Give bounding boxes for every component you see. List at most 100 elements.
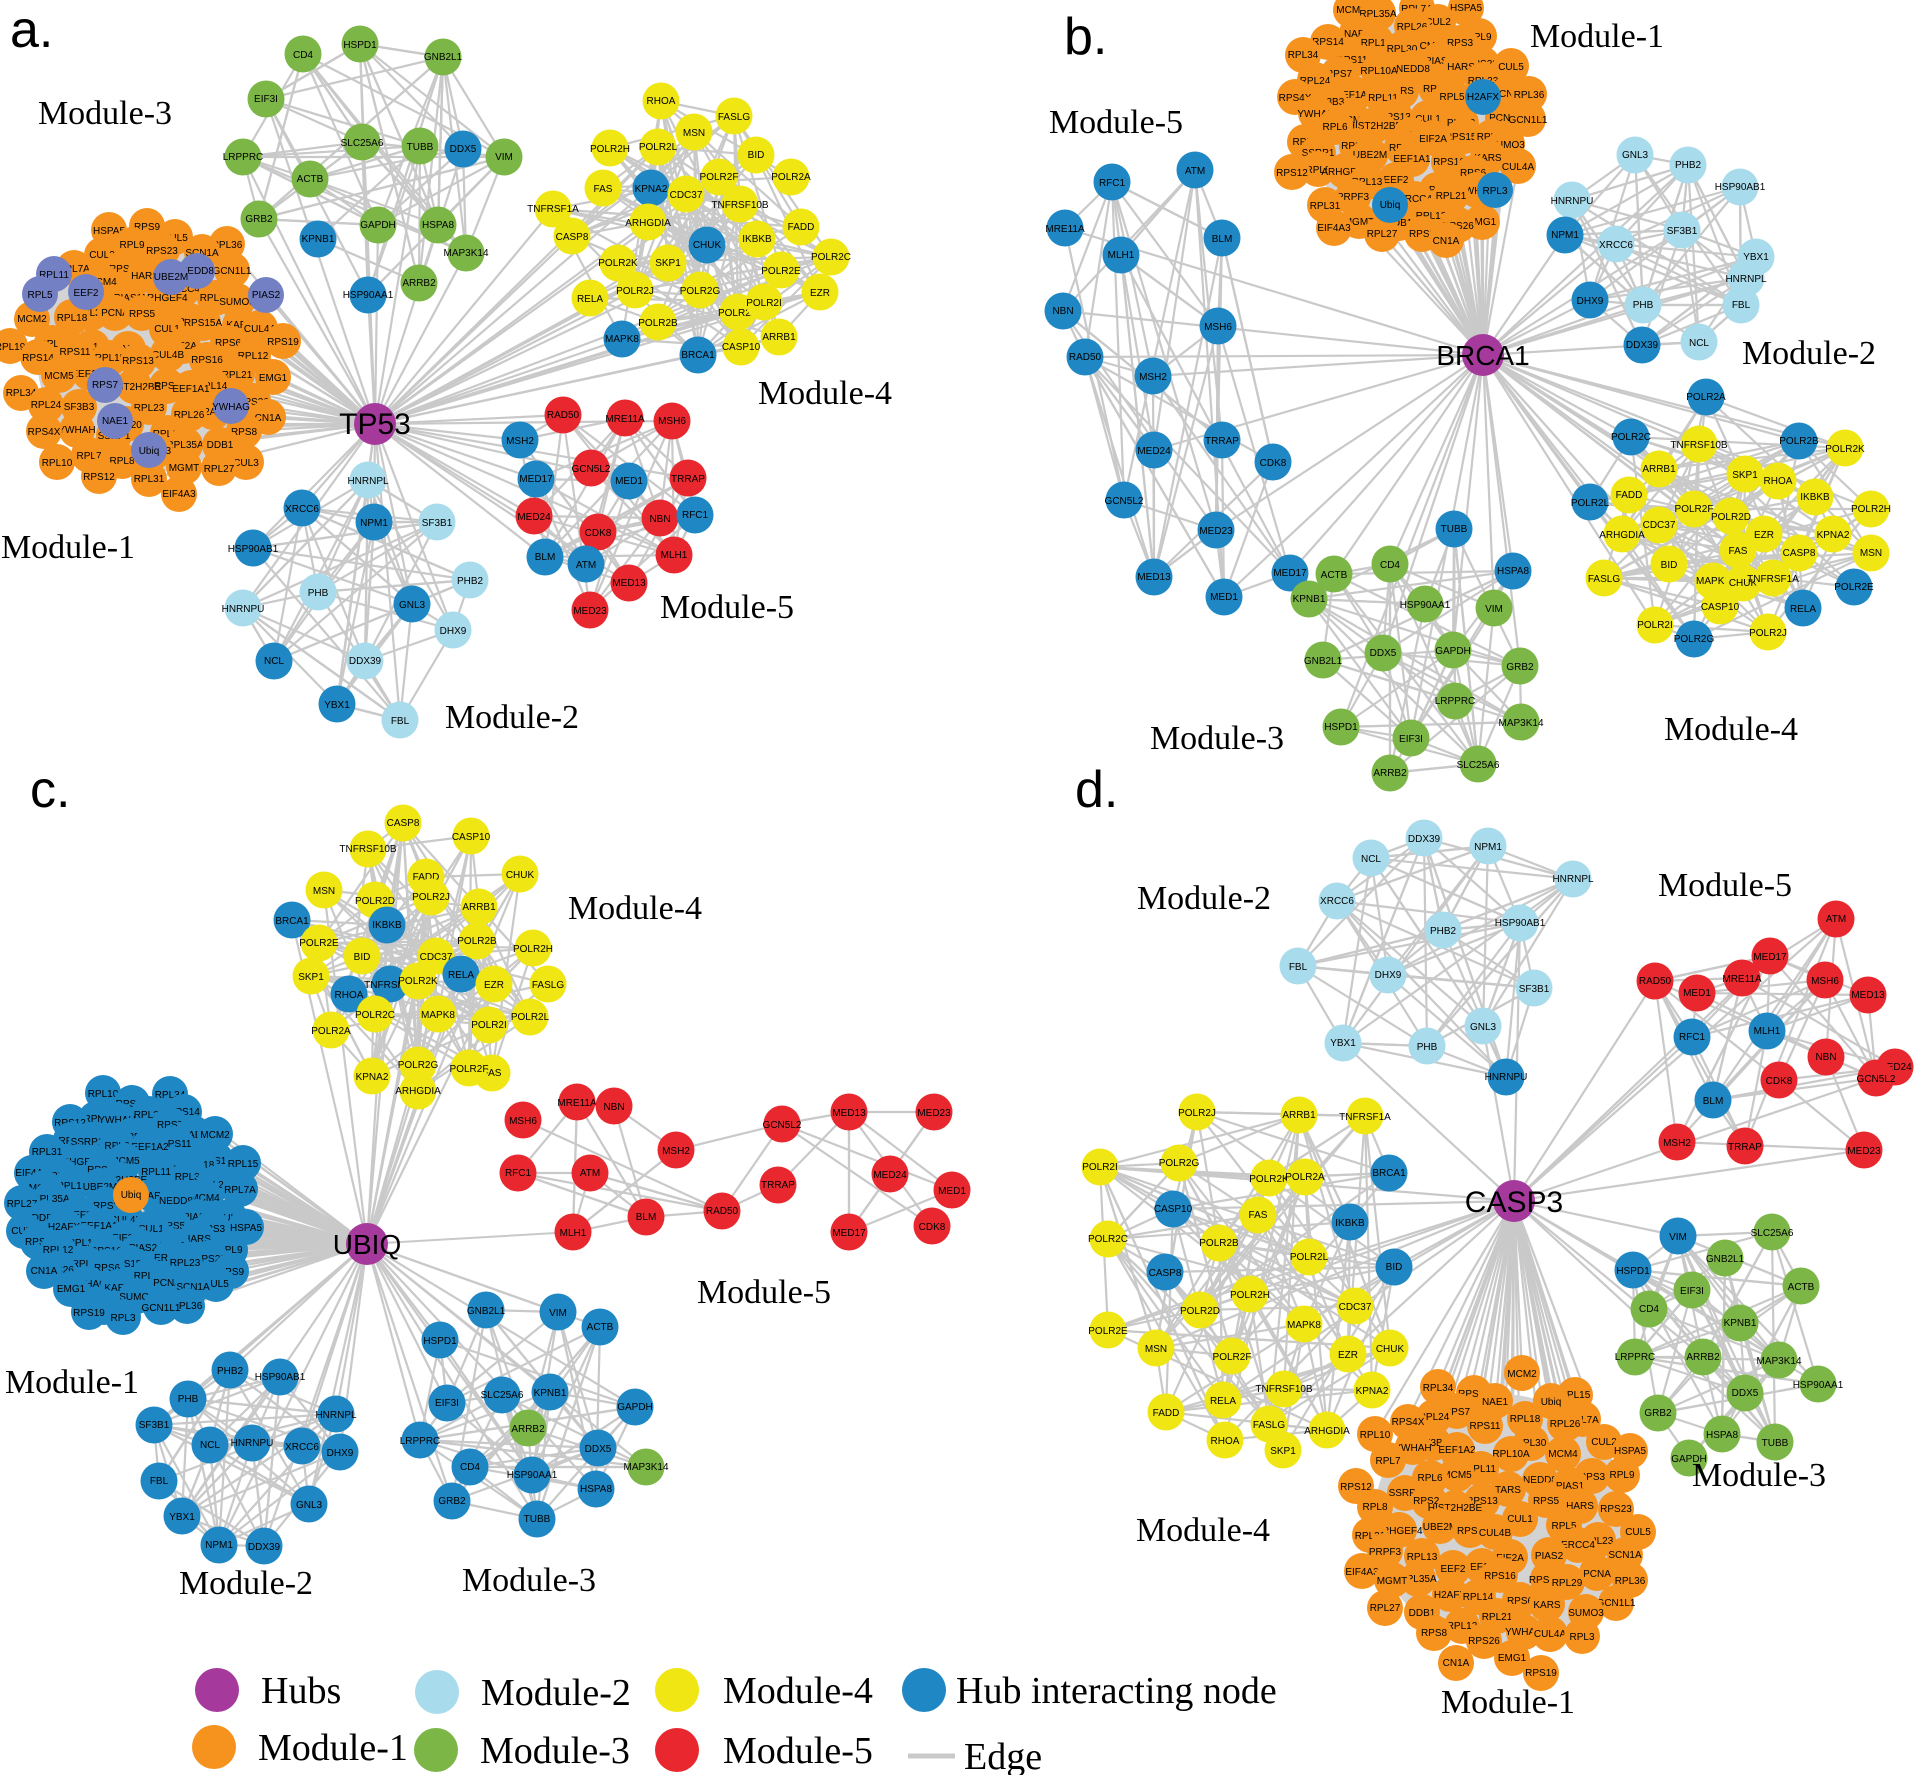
svg-text:TNFRSF1A: TNFRSF1A bbox=[1747, 574, 1799, 585]
svg-text:FAS: FAS bbox=[594, 184, 613, 195]
svg-text:MAPK8: MAPK8 bbox=[1696, 576, 1730, 587]
svg-text:RPS16: RPS16 bbox=[1484, 1571, 1516, 1582]
svg-text:POLR2K: POLR2K bbox=[1249, 1174, 1289, 1185]
svg-text:UBE2M: UBE2M bbox=[83, 1182, 117, 1193]
svg-text:MRE11A: MRE11A bbox=[557, 1098, 597, 1109]
svg-text:ARRB1: ARRB1 bbox=[762, 332, 796, 343]
svg-text:BID: BID bbox=[354, 952, 371, 963]
svg-text:HNRNPL: HNRNPL bbox=[1552, 874, 1594, 885]
svg-text:MCM5: MCM5 bbox=[44, 371, 74, 382]
svg-text:SCN1A: SCN1A bbox=[176, 1282, 210, 1293]
svg-text:YWHAH: YWHAH bbox=[1297, 109, 1334, 120]
svg-text:HNRNPL: HNRNPL bbox=[347, 476, 389, 487]
svg-text:POLR2D: POLR2D bbox=[1711, 512, 1751, 523]
svg-text:DHX9: DHX9 bbox=[1577, 296, 1604, 307]
svg-text:FBL: FBL bbox=[391, 716, 410, 727]
svg-text:RPL34: RPL34 bbox=[1288, 50, 1319, 61]
svg-text:BRCA1: BRCA1 bbox=[275, 916, 309, 927]
svg-text:RPS16: RPS16 bbox=[191, 355, 223, 366]
svg-text:MED24: MED24 bbox=[517, 512, 551, 523]
svg-text:POLR2F: POLR2F bbox=[1213, 1352, 1252, 1363]
svg-text:TRRAP: TRRAP bbox=[1205, 436, 1239, 447]
svg-text:FAS: FAS bbox=[1249, 1210, 1268, 1221]
svg-text:MED24: MED24 bbox=[1878, 1062, 1912, 1073]
svg-text:MAPK8: MAPK8 bbox=[421, 1010, 455, 1021]
svg-text:PHB2: PHB2 bbox=[1430, 926, 1457, 937]
svg-text:POLR2B: POLR2B bbox=[638, 318, 678, 329]
svg-text:NPM1: NPM1 bbox=[360, 518, 388, 529]
svg-text:RPS6: RPS6 bbox=[215, 338, 242, 349]
svg-text:DDB1: DDB1 bbox=[1409, 1608, 1436, 1619]
svg-text:GAPDH: GAPDH bbox=[360, 220, 396, 231]
svg-text:d.: d. bbox=[1075, 761, 1118, 819]
svg-text:Module-5: Module-5 bbox=[1658, 867, 1792, 904]
svg-text:POLR2D: POLR2D bbox=[1180, 1306, 1220, 1317]
svg-text:Ubiq: Ubiq bbox=[1541, 1397, 1562, 1408]
svg-text:RELA: RELA bbox=[448, 970, 474, 981]
svg-text:RPL21: RPL21 bbox=[222, 370, 253, 381]
svg-text:RPL24: RPL24 bbox=[31, 400, 62, 411]
svg-text:CUL2: CUL2 bbox=[89, 250, 115, 261]
svg-text:MLH1: MLH1 bbox=[1754, 1026, 1781, 1037]
svg-text:RPL8: RPL8 bbox=[1362, 1502, 1387, 1513]
svg-text:YBX1: YBX1 bbox=[324, 700, 350, 711]
svg-text:NPM1: NPM1 bbox=[1474, 842, 1502, 853]
svg-text:Ubiq: Ubiq bbox=[1380, 200, 1401, 211]
svg-text:RPL10: RPL10 bbox=[1360, 1430, 1391, 1441]
svg-text:POLR2J: POLR2J bbox=[412, 892, 450, 903]
svg-text:EIF3I: EIF3I bbox=[435, 1398, 459, 1409]
svg-text:HNRNPU: HNRNPU bbox=[222, 604, 265, 615]
svg-text:a.: a. bbox=[10, 1, 53, 59]
svg-text:XRCC6: XRCC6 bbox=[285, 504, 319, 515]
svg-text:NEDD8: NEDD8 bbox=[1523, 1475, 1557, 1486]
svg-text:RPL26: RPL26 bbox=[1550, 1419, 1581, 1430]
svg-text:NPM1: NPM1 bbox=[205, 1540, 233, 1551]
svg-text:GCN5L2: GCN5L2 bbox=[1857, 1074, 1896, 1085]
svg-text:SF3B3: SF3B3 bbox=[64, 402, 95, 413]
svg-text:KARS: KARS bbox=[1533, 1600, 1561, 1611]
svg-text:ACTB: ACTB bbox=[1321, 570, 1348, 581]
svg-text:KARS: KARS bbox=[1474, 153, 1502, 164]
svg-text:FAS: FAS bbox=[1729, 546, 1748, 557]
svg-text:BID: BID bbox=[748, 150, 765, 161]
svg-text:SCN1A: SCN1A bbox=[1608, 1550, 1642, 1561]
svg-text:RAD50: RAD50 bbox=[547, 410, 580, 421]
svg-text:RPL10A: RPL10A bbox=[1492, 1449, 1530, 1460]
svg-text:SLC25A6: SLC25A6 bbox=[481, 1390, 524, 1401]
svg-text:CD4: CD4 bbox=[1380, 560, 1400, 571]
svg-text:POLR2I: POLR2I bbox=[471, 1020, 507, 1031]
svg-text:HSPA8: HSPA8 bbox=[1497, 566, 1529, 577]
svg-text:EMG1: EMG1 bbox=[57, 1284, 86, 1295]
svg-text:POLR2F: POLR2F bbox=[450, 1064, 489, 1075]
svg-text:Module-5: Module-5 bbox=[697, 1274, 831, 1311]
svg-text:RPS6: RPS6 bbox=[1507, 1596, 1534, 1607]
svg-text:POLR2C: POLR2C bbox=[1611, 432, 1651, 443]
svg-text:RPS11: RPS11 bbox=[1470, 1421, 1501, 1432]
svg-text:ATM: ATM bbox=[580, 1168, 600, 1179]
svg-text:RPS9: RPS9 bbox=[218, 1267, 245, 1278]
svg-text:HSPA5: HSPA5 bbox=[1450, 3, 1482, 14]
svg-text:YWHAH: YWHAH bbox=[98, 1115, 135, 1126]
svg-text:RPL19: RPL19 bbox=[0, 342, 26, 353]
svg-text:RPL23: RPL23 bbox=[1583, 1536, 1614, 1547]
svg-text:KPNA2: KPNA2 bbox=[1356, 1386, 1389, 1397]
svg-text:EIF3I: EIF3I bbox=[1680, 1286, 1704, 1297]
svg-text:PIAS1: PIAS1 bbox=[183, 1212, 212, 1223]
svg-text:ARHGDIA: ARHGDIA bbox=[625, 218, 671, 229]
svg-text:DDX39: DDX39 bbox=[349, 656, 382, 667]
svg-text:SF3B1: SF3B1 bbox=[139, 1420, 170, 1431]
svg-text:CUL1: CUL1 bbox=[1507, 1514, 1533, 1525]
svg-text:RPS26: RPS26 bbox=[1468, 1636, 1500, 1647]
svg-text:RPL7A: RPL7A bbox=[58, 264, 90, 275]
svg-text:SUMO3: SUMO3 bbox=[1568, 1608, 1604, 1619]
svg-text:DDB1: DDB1 bbox=[32, 1213, 59, 1224]
svg-text:H2AFX: H2AFX bbox=[1467, 92, 1500, 103]
svg-text:MED23: MED23 bbox=[917, 1108, 951, 1119]
svg-text:KPNB1: KPNB1 bbox=[302, 234, 335, 245]
svg-text:MED1: MED1 bbox=[1210, 592, 1238, 603]
svg-text:SF3B1: SF3B1 bbox=[1519, 984, 1550, 995]
svg-text:POLR2H: POLR2H bbox=[513, 944, 553, 955]
svg-text:RPL27: RPL27 bbox=[204, 464, 235, 475]
svg-text:HARS: HARS bbox=[1447, 62, 1475, 73]
svg-text:RPL3: RPL3 bbox=[110, 1313, 135, 1324]
